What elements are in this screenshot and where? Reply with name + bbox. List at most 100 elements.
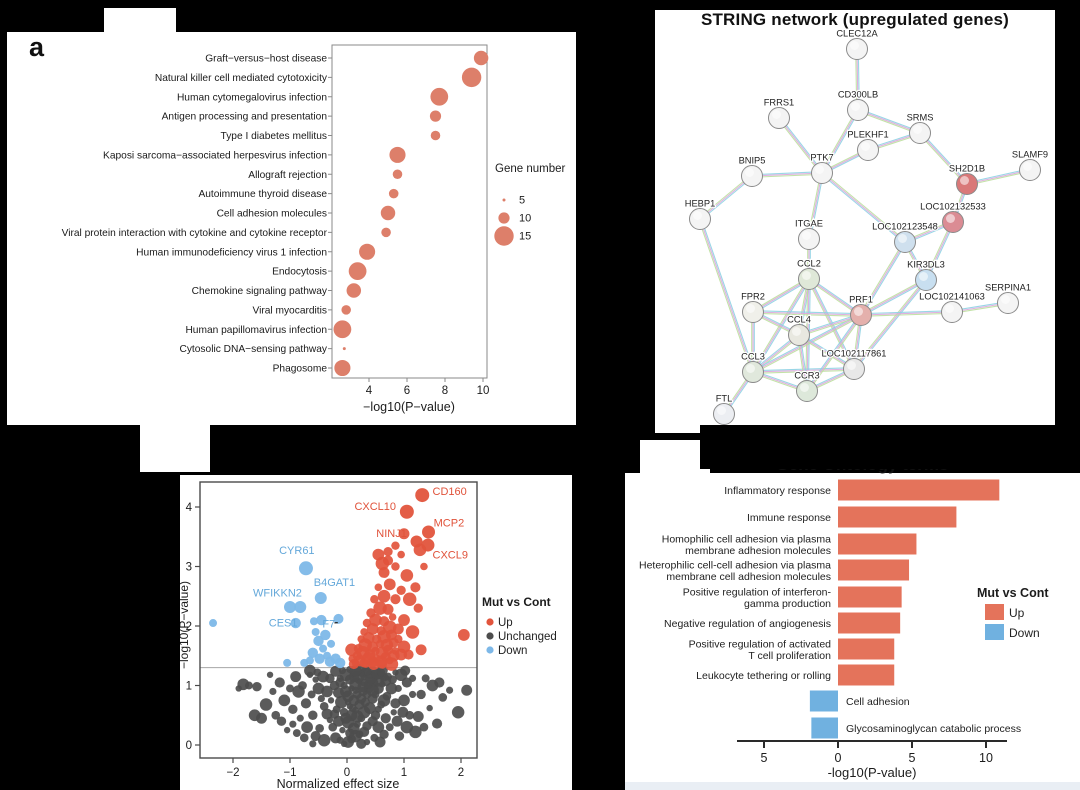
volcano-point-unchanged xyxy=(372,721,385,734)
network-node-label: SH2D1B xyxy=(949,164,985,174)
network-node-highlight xyxy=(746,304,755,313)
network-edge xyxy=(752,173,823,178)
volcano-gene-label: CXCL10 xyxy=(354,501,396,513)
volcano-point-unchanged xyxy=(380,713,391,724)
network-edge xyxy=(858,108,921,133)
network-edge xyxy=(698,219,753,373)
network-edge xyxy=(822,110,860,174)
volcano-legend-title: Mut vs Cont xyxy=(482,595,551,609)
network-edge xyxy=(700,176,754,221)
network-edge xyxy=(918,133,967,186)
volcano-point-unchanged xyxy=(388,675,397,684)
volcano-legend-swatch xyxy=(486,632,494,640)
go-bar xyxy=(811,717,838,739)
volcano-point-up xyxy=(366,608,376,618)
volcano-plot-frame xyxy=(199,481,478,759)
kegg-dot xyxy=(473,50,489,66)
go-x-axis-title: -log10(P-value) xyxy=(828,765,917,780)
volcano-point-up xyxy=(413,603,423,613)
volcano-point-unchanged xyxy=(329,709,340,719)
volcano-point-up xyxy=(377,659,387,669)
network-nodes: CLEC12A CD300LB FRRS1 SRMS PLEKHF1 PTK7 BNIP5 S… xyxy=(684,27,1049,425)
volcano-point-unchanged xyxy=(309,740,317,748)
volcano-labeled-point xyxy=(298,561,313,576)
network-edge xyxy=(778,117,823,174)
volcano-point-up xyxy=(383,546,393,557)
volcano-point-unchanged xyxy=(351,686,360,694)
volcano-point-unchanged xyxy=(344,698,352,706)
kegg-dot xyxy=(334,359,351,377)
go-bar xyxy=(838,638,895,660)
volcano-point-up xyxy=(370,595,379,604)
network-edge xyxy=(860,279,927,316)
kegg-plot-frame xyxy=(331,44,488,379)
volcano-gene-label: MCP2 xyxy=(434,517,465,529)
volcano-point-unchanged xyxy=(313,668,322,677)
go-plot-area: Inflammatory response Immune response Homo… xyxy=(639,479,1049,780)
volcano-point-unchanged xyxy=(299,733,309,743)
kegg-plot: Graft−versus−host disease Natural killer … xyxy=(62,44,565,414)
volcano-point-unchanged xyxy=(292,685,305,698)
kegg-x-tick-label: 4 xyxy=(366,385,373,397)
volcano-point-up xyxy=(457,629,470,641)
kegg-x-tick-label: 6 xyxy=(404,385,410,397)
go-bar-label: Glycosaminoglycan catabolic process xyxy=(846,723,1021,735)
network-node-highlight xyxy=(693,211,702,220)
volcano-point-unchanged xyxy=(461,684,473,696)
network-edge xyxy=(854,280,928,371)
go-bar-label: Immune response xyxy=(747,512,831,524)
go-x-tick-label: 10 xyxy=(979,751,993,765)
volcano-point-unchanged xyxy=(400,665,411,676)
go-legend-swatch xyxy=(985,624,1004,640)
network-node-label: FTL xyxy=(716,394,733,404)
go-x-tick-label: 5 xyxy=(909,751,916,765)
go-x-tick-label: 5 xyxy=(761,751,768,765)
kegg-x-axis-title: −log10(P−value) xyxy=(363,400,455,414)
network-node-highlight xyxy=(802,271,811,280)
kegg-legend-value: 10 xyxy=(519,213,531,225)
go-bar xyxy=(838,612,901,634)
volcano-point-up xyxy=(345,643,358,657)
network-node-label: CCL2 xyxy=(797,259,821,269)
volcano-point-up xyxy=(400,569,414,582)
volcano-point-up xyxy=(388,613,397,621)
network-node-highlight xyxy=(945,304,954,313)
volcano-point-unchanged xyxy=(288,704,298,715)
volcano-legend-swatch xyxy=(486,646,494,654)
volcano-legend-swatch xyxy=(486,618,494,626)
volcano-point-unchanged xyxy=(408,690,417,699)
network-node-highlight xyxy=(815,165,824,174)
kegg-row-label: Phagosome xyxy=(273,364,328,375)
go-bar-label: Homophilic cell adhesion via plasma xyxy=(662,533,831,545)
volcano-point-up xyxy=(384,657,399,671)
kegg-legend-dot xyxy=(498,212,510,224)
volcano-point-unchanged xyxy=(292,729,301,738)
volcano-labeled-point xyxy=(294,600,307,613)
kegg-dot xyxy=(348,262,367,281)
go-bar xyxy=(838,506,957,528)
volcano-x-tick-label: −2 xyxy=(226,767,239,779)
go-x-tick-label: 0 xyxy=(835,751,842,765)
volcano-point-down xyxy=(300,658,309,667)
network-edge xyxy=(857,109,921,134)
volcano-point-down xyxy=(307,647,318,658)
network-edge xyxy=(861,242,907,316)
network-node-label: PTK7 xyxy=(810,153,833,163)
volcano-point-unchanged xyxy=(431,718,443,729)
volcano-labeled-point xyxy=(314,592,327,605)
kegg-row-label: Viral protein interaction with cytokine … xyxy=(62,228,328,239)
volcano-point-unchanged xyxy=(283,726,291,734)
volcano-point-up xyxy=(410,582,421,593)
network-node-highlight xyxy=(792,327,801,336)
go-bar-label: Inflammatory response xyxy=(724,485,831,497)
volcano-y-tick-label: 3 xyxy=(186,562,192,574)
network-node-highlight xyxy=(851,102,860,111)
volcano-x-axis-title: Normalized effect size xyxy=(277,777,400,790)
volcano-point-unchanged xyxy=(248,709,261,722)
network-edge xyxy=(808,172,823,240)
volcano-point-up xyxy=(382,603,394,615)
network-node-highlight xyxy=(800,383,809,392)
volcano-point-unchanged xyxy=(317,734,331,747)
volcano-point-unchanged xyxy=(340,685,352,698)
volcano-y-tick-label: 4 xyxy=(186,502,193,514)
